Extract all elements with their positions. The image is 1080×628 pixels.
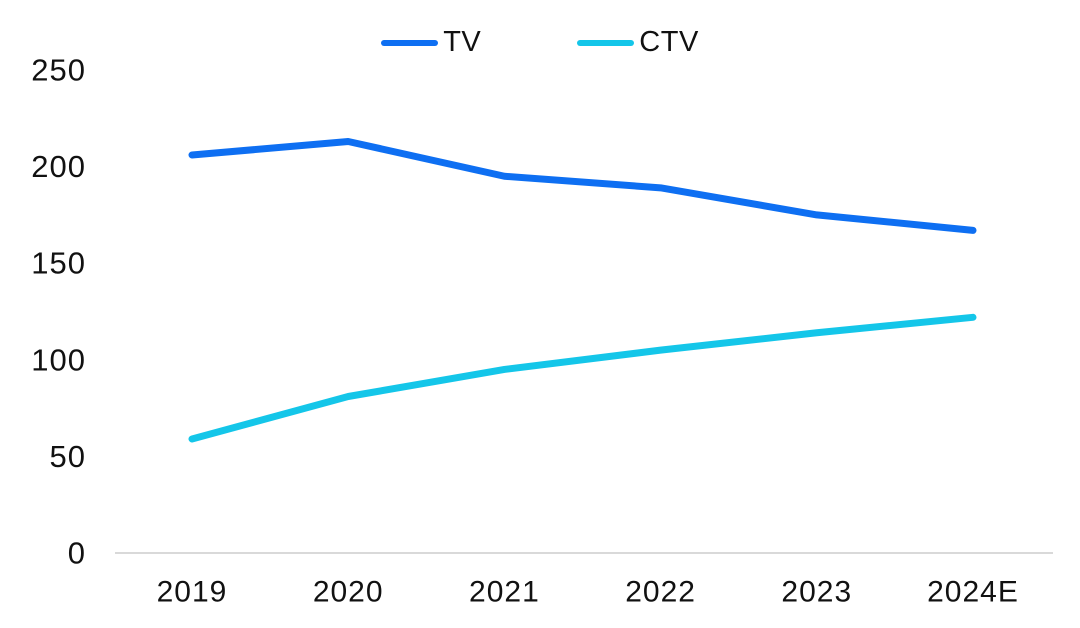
y-tick-label: 100 [31,342,86,377]
y-tick-label: 150 [31,246,86,281]
y-tick-label: 250 [31,53,86,88]
x-tick-label: 2021 [469,576,540,609]
x-tick-label: 2024E [927,576,1019,609]
x-tick-label: 2022 [625,576,696,609]
x-tick-label: 2023 [781,576,852,609]
series-line-ctv [188,313,977,443]
legend-label-ctv: CTV [639,26,699,58]
legend-item-tv: TV [381,28,481,57]
x-tick-label: 2019 [157,576,228,609]
x-tick-label: 2020 [313,576,384,609]
y-tick-label: 50 [50,439,86,474]
series-line-tv [188,137,977,234]
legend-label-tv: TV [443,26,482,58]
chart-legend: TV CTV [0,28,1080,57]
ctv-line-swatch [577,39,635,46]
legend-item-ctv: CTV [577,28,699,57]
y-tick-label: 200 [31,149,86,184]
tv-line-swatch [381,39,439,46]
y-tick-label: 0 [68,536,86,571]
